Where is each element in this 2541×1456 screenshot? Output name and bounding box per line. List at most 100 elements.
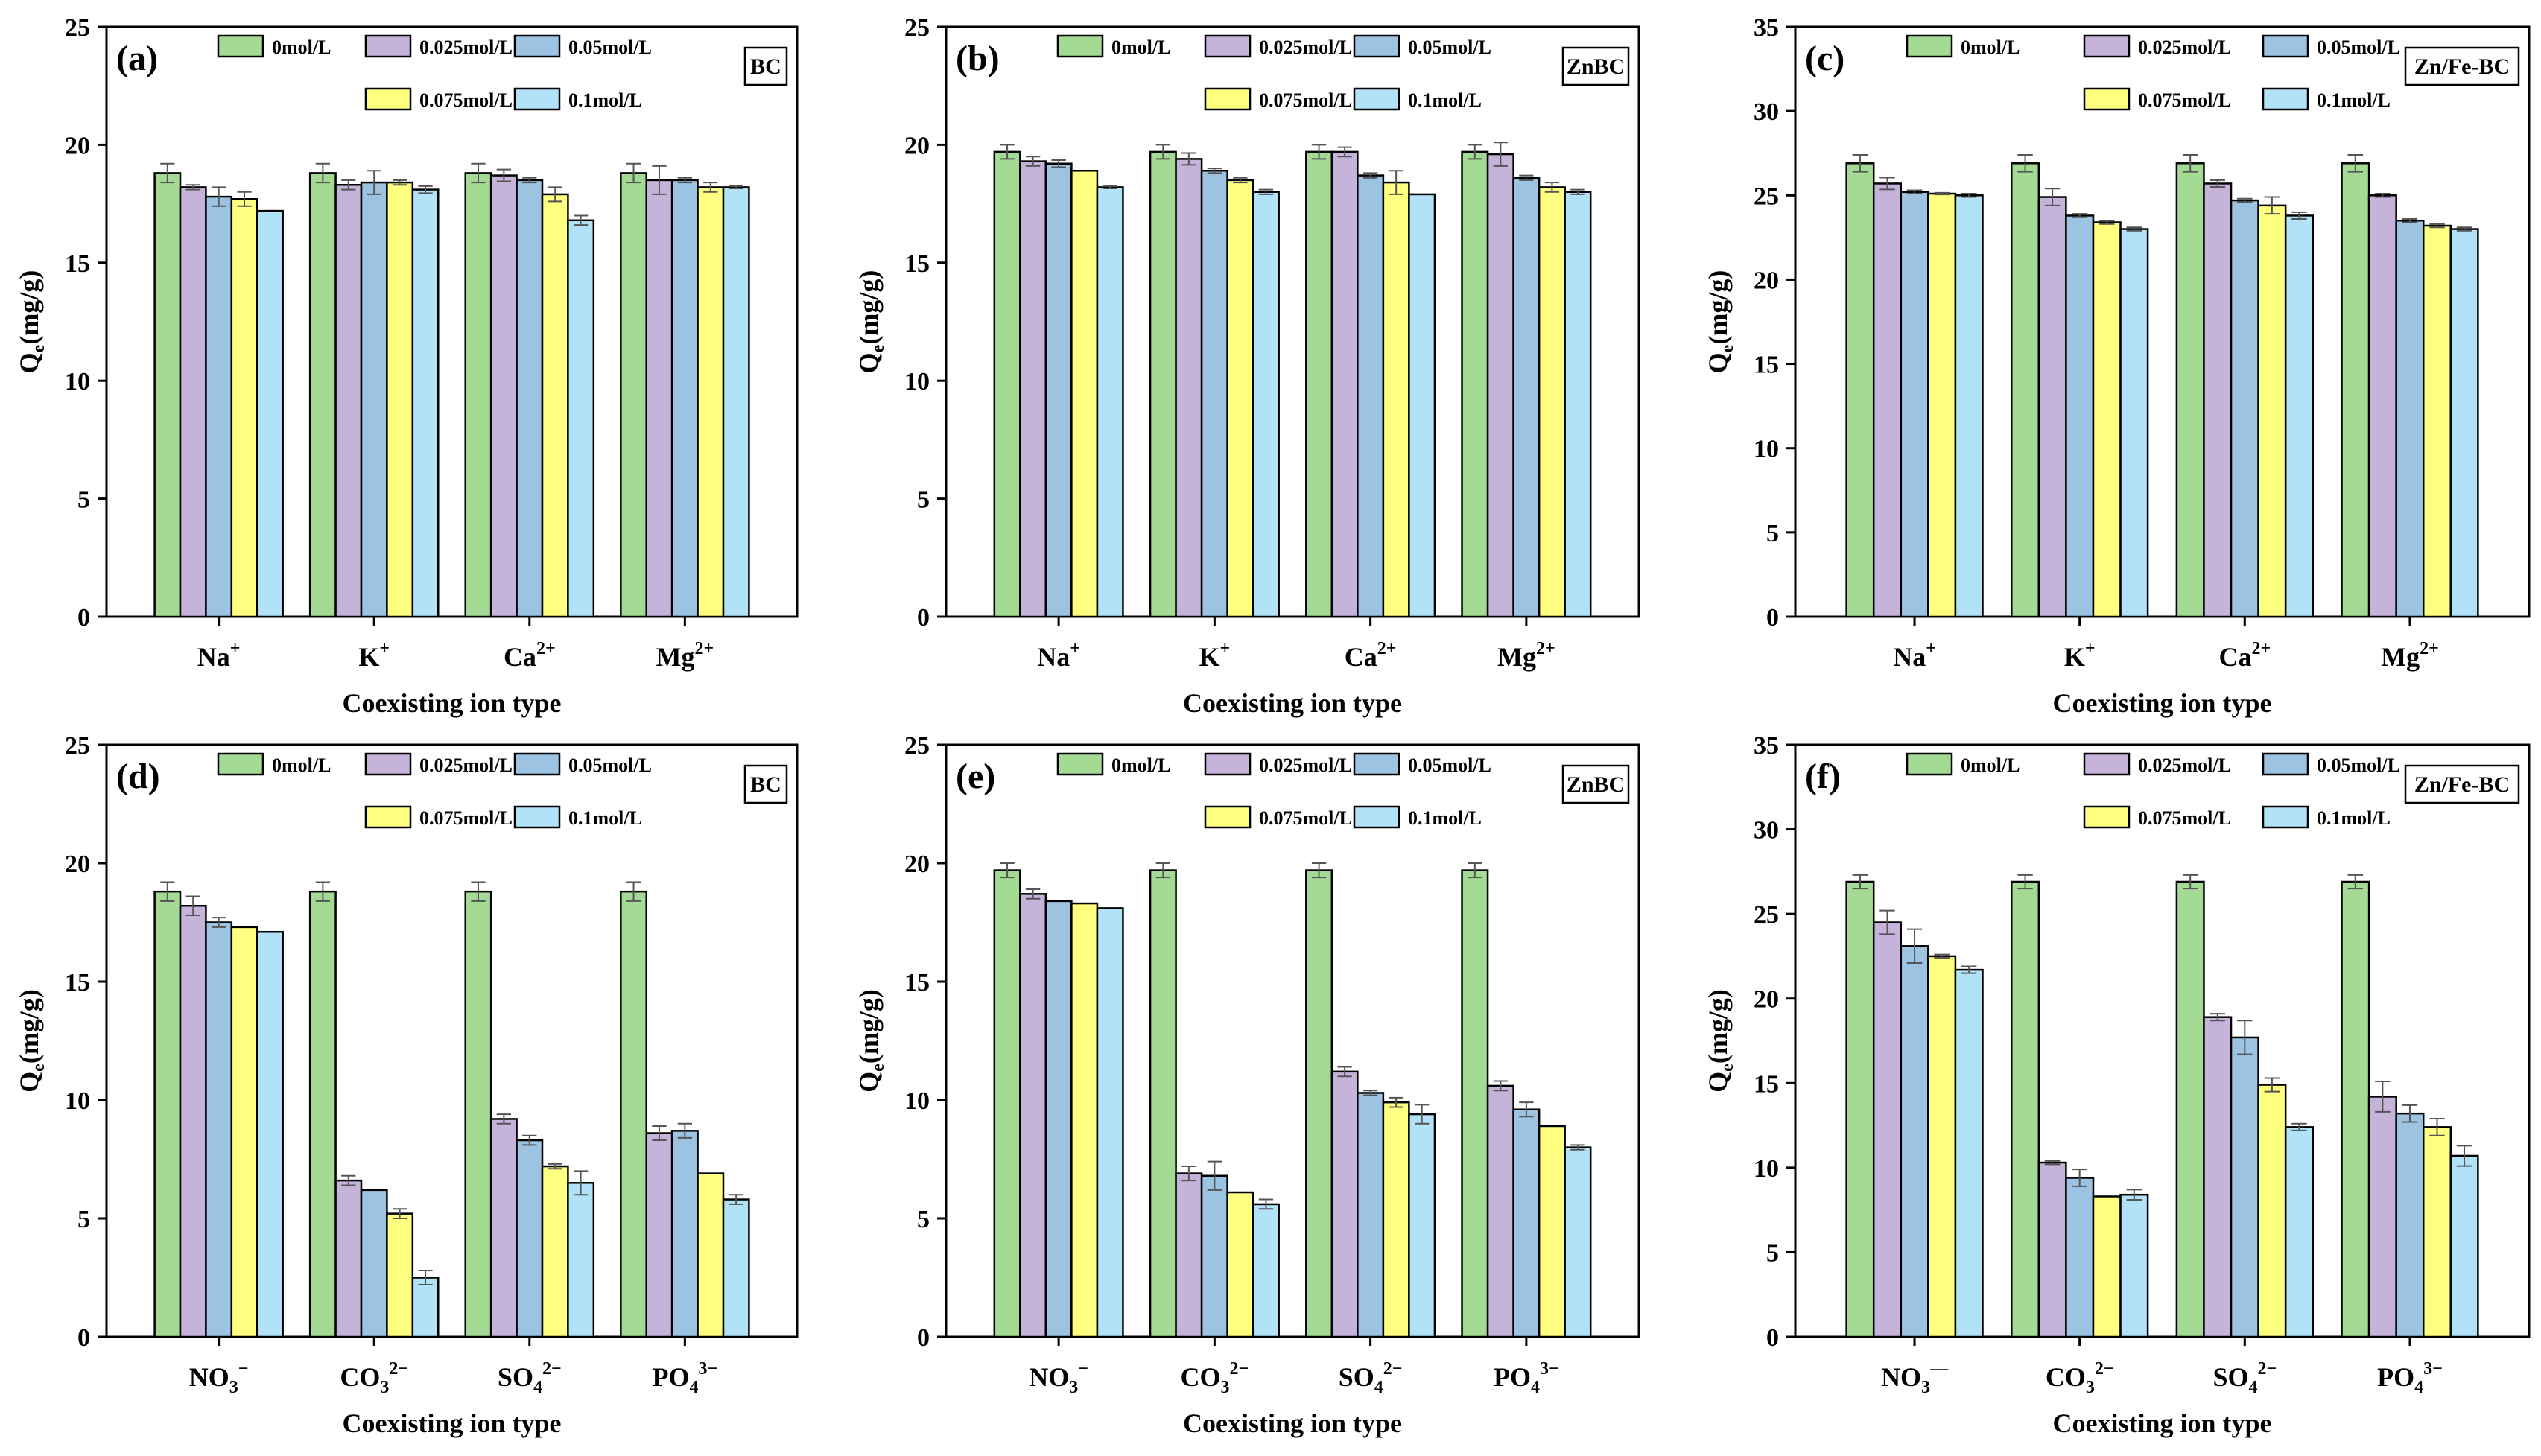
plot-frame	[945, 743, 1640, 1338]
x-tick-label-subscript: 3	[1069, 1378, 1078, 1397]
legend-label: 0mol/L	[1961, 36, 2020, 58]
bar-0075molL-SO	[1382, 1101, 1410, 1338]
legend-swatch	[217, 34, 264, 58]
x-tick-label-base: PO	[1494, 1362, 1531, 1392]
y-axis-title-part: Q	[854, 352, 884, 373]
y-axis-title-part: (mg/g)	[854, 270, 884, 345]
legend-label: 0.025mol/L	[419, 754, 513, 776]
x-tick-label-subscript: 3	[380, 1378, 389, 1397]
x-tick-label-superscript: −	[238, 1359, 249, 1379]
legend-label: 0.05mol/L	[1408, 754, 1491, 776]
bar-01molL-PO	[2449, 1154, 2479, 1338]
legend-swatch	[1056, 752, 1104, 776]
chart-panel-f: 0 5 10 15 20 25 30 35 Qe(mg/g) Coexisting ion typ…	[1703, 732, 2531, 1438]
x-tick-label-base: Ca	[504, 642, 536, 672]
material-badge: ZnBC	[1567, 772, 1625, 797]
bar-01molL-Mg	[1564, 191, 1592, 618]
y-axis-title-part: Q	[1703, 1072, 1733, 1093]
bar-01molL-Ca	[1408, 193, 1436, 618]
bar-0025molL-PO	[645, 1132, 673, 1338]
x-tick-label-base: CO	[1181, 1362, 1221, 1392]
bar-0molL-K	[1149, 150, 1177, 618]
legend-swatch	[2262, 805, 2309, 829]
legend-label: 0.075mol/L	[1259, 89, 1352, 111]
y-tick-label: 5	[1766, 1239, 1779, 1267]
y-tick-label: 25	[904, 732, 930, 760]
bar-005molL-Na	[1044, 162, 1073, 618]
x-tick-label-superscript: 2+	[1536, 639, 1555, 658]
material-badge: Zn/Fe-BC	[2414, 54, 2510, 79]
y-axis-title-part: Q	[1703, 352, 1733, 373]
legend-label: 0.05mol/L	[568, 754, 652, 776]
x-tick-label-Mg: Mg2+	[656, 639, 714, 672]
bar-005molL-SO	[1357, 1092, 1385, 1338]
bar-005molL-NO	[1044, 900, 1073, 1338]
legend-swatch	[217, 752, 264, 776]
x-tick-label-subscript: 4	[1531, 1378, 1540, 1397]
x-tick-label-SO: SO42−	[1339, 1359, 1403, 1397]
bar-0025molL-Mg	[1486, 153, 1514, 618]
y-axis-title-part: (mg/g)	[14, 270, 44, 345]
bar-0025molL-SO	[2203, 1016, 2233, 1338]
bar-0025molL-PO	[2367, 1096, 2397, 1338]
x-tick-label-superscript: 2−	[2257, 1359, 2277, 1379]
x-tick-label-PO: PO43−	[2377, 1359, 2443, 1397]
legend-label: 0.1mol/L	[2317, 89, 2391, 111]
x-tick-label-K: K+	[358, 639, 390, 672]
y-tick-label: 0	[77, 1324, 90, 1352]
y-axis-title-part: (mg/g)	[1703, 989, 1733, 1064]
bar-01molL-CO	[2119, 1193, 2149, 1338]
x-tick-label-base: Mg	[656, 642, 695, 672]
bar-005molL-Na	[1900, 191, 1929, 618]
bar-0075molL-CO	[2092, 1195, 2122, 1338]
legend-swatch	[2262, 752, 2309, 776]
x-tick-label-base: CO	[340, 1362, 380, 1392]
x-tick-label-Mg: Mg2+	[1497, 639, 1555, 672]
legend-swatch	[364, 87, 412, 111]
x-tick-label-base: PO	[653, 1362, 690, 1392]
x-tick-label-CO: CO32−	[340, 1359, 408, 1397]
bar-0molL-NO	[153, 890, 182, 1338]
bar-0molL-Na	[1845, 162, 1875, 618]
y-tick-label: 30	[1754, 98, 1779, 126]
bar-01molL-SO	[2284, 1126, 2314, 1338]
bar-005molL-NO	[1900, 945, 1929, 1338]
bar-0025molL-PO	[1486, 1084, 1514, 1338]
legend-label: 0mol/L	[1111, 754, 1170, 776]
bar-0075molL-Na	[1927, 192, 1957, 618]
bar-0025molL-CO	[2037, 1161, 2067, 1338]
x-tick-label-base: NO	[1881, 1362, 1921, 1392]
bar-005molL-SO	[2230, 1036, 2259, 1338]
material-badge-box	[743, 46, 788, 86]
y-axis-title-part: (mg/g)	[854, 989, 884, 1064]
bar-005molL-Mg	[2395, 219, 2425, 618]
chart-panel-c: 0 5 10 15 20 25 30 35 Qe(mg/g) Coexisting ion typ…	[1703, 14, 2531, 718]
bar-005molL-PO	[670, 1130, 699, 1338]
bar-005molL-K	[1200, 169, 1228, 618]
bar-0025molL-NO	[1872, 921, 1903, 1338]
bar-01molL-K	[2119, 228, 2149, 618]
legend-swatch	[513, 752, 561, 776]
bar-0025molL-CO	[334, 1179, 363, 1338]
x-tick-label-base: Na	[1893, 642, 1926, 672]
y-axis-title-part: Q	[854, 1072, 884, 1093]
bar-0075molL-PO	[1538, 1125, 1566, 1338]
bar-005molL-Mg	[670, 179, 699, 618]
plot-frame	[1794, 743, 2531, 1338]
bar-0075molL-NO	[1070, 902, 1099, 1338]
x-tick-label-superscript: +	[2085, 639, 2096, 658]
y-axis-title: Qe(mg/g)	[14, 989, 48, 1093]
x-tick-label-superscript: 2+	[2251, 639, 2271, 658]
y-axis-title: Qe(mg/g)	[1703, 270, 1737, 374]
bar-01molL-Mg	[2449, 228, 2479, 618]
y-tick-label: 10	[904, 368, 930, 395]
y-axis-title-subscript: e	[869, 344, 888, 352]
x-tick-label-base: NO	[189, 1362, 229, 1392]
bar-0molL-SO	[464, 890, 492, 1338]
bar-005molL-NO	[205, 921, 233, 1338]
material-badge: BC	[750, 772, 781, 797]
x-tick-label-subscript: 4	[533, 1378, 542, 1397]
bar-0025molL-Ca	[1330, 150, 1359, 618]
